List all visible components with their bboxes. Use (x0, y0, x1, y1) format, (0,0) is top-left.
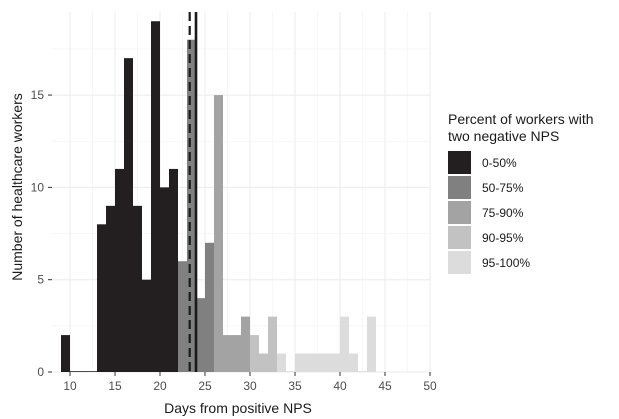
histogram-bar (304, 353, 313, 372)
histogram-bar (178, 261, 187, 372)
histogram-bar (313, 353, 322, 372)
histogram-bar (169, 168, 178, 372)
y-tick-label: 0 (37, 365, 44, 379)
histogram-bar (79, 371, 88, 372)
histogram-bar (196, 298, 205, 372)
y-tick-label: 10 (31, 180, 45, 194)
histogram-bar (277, 353, 286, 372)
x-tick-label: 50 (423, 379, 437, 393)
histogram-bar (367, 316, 376, 372)
x-tick-label: 25 (198, 379, 212, 393)
x-axis-title: Days from positive NPS (164, 400, 312, 416)
y-axis-title: Number of healthcare workers (9, 93, 25, 281)
legend-swatch (448, 201, 471, 224)
histogram-bar (106, 205, 115, 372)
histogram-bar (295, 353, 304, 372)
legend-swatch (448, 151, 471, 174)
histogram-bar (97, 224, 106, 372)
x-tick-label: 10 (63, 379, 77, 393)
histogram-bar (268, 316, 277, 372)
legend-swatch (448, 226, 471, 249)
legend-swatch (448, 251, 471, 274)
histogram-bar (259, 353, 268, 372)
bars-layer (61, 21, 376, 373)
legend-swatch (448, 176, 471, 199)
histogram-bar (70, 371, 79, 372)
histogram-bar (151, 21, 160, 372)
legend-items: 0-50% 50-75% 75-90% 90-95% 95-100% (448, 151, 530, 274)
x-tick-label: 20 (153, 379, 167, 393)
histogram-bar (250, 335, 259, 372)
x-tick-label: 30 (243, 379, 257, 393)
histogram-bar (187, 39, 196, 372)
axis-ticks: 10 15 20 25 30 35 40 45 50 0 5 10 15 (31, 88, 437, 393)
legend-title-line-1: Percent of workers with (448, 111, 594, 127)
histogram-bar (133, 205, 142, 372)
histogram-bar (331, 353, 340, 372)
histogram-bar (205, 242, 214, 372)
y-tick-label: 5 (37, 273, 44, 287)
x-tick-label: 45 (378, 379, 392, 393)
histogram-bar (286, 371, 295, 372)
histogram-bar (358, 371, 367, 372)
histogram-bar (241, 316, 250, 372)
histogram-bar (61, 335, 70, 372)
legend-label: 75-90% (482, 206, 524, 220)
x-tick-label: 35 (288, 379, 302, 393)
histogram-bar (88, 371, 97, 372)
y-tick-label: 15 (31, 88, 45, 102)
histogram-bar (349, 353, 358, 372)
histogram-bar (142, 279, 151, 372)
histogram-bar (160, 187, 169, 372)
reference-lines (188, 12, 198, 372)
histogram-bar (223, 335, 232, 372)
histogram-bar (115, 168, 124, 372)
legend-title-line-2: two negative NPS (448, 128, 559, 144)
x-tick-label: 15 (108, 379, 122, 393)
histogram-bar (340, 316, 349, 372)
legend-label: 90-95% (482, 231, 524, 245)
legend-label: 50-75% (482, 181, 524, 195)
histogram-bar (214, 95, 223, 373)
legend-label: 95-100% (482, 256, 530, 270)
histogram-bar (124, 58, 133, 373)
legend: Percent of workers with two negative NPS… (448, 111, 594, 274)
histogram-bar (232, 335, 241, 372)
histogram-bar (322, 353, 331, 372)
legend-label: 0-50% (482, 156, 517, 170)
x-tick-label: 40 (333, 379, 347, 393)
